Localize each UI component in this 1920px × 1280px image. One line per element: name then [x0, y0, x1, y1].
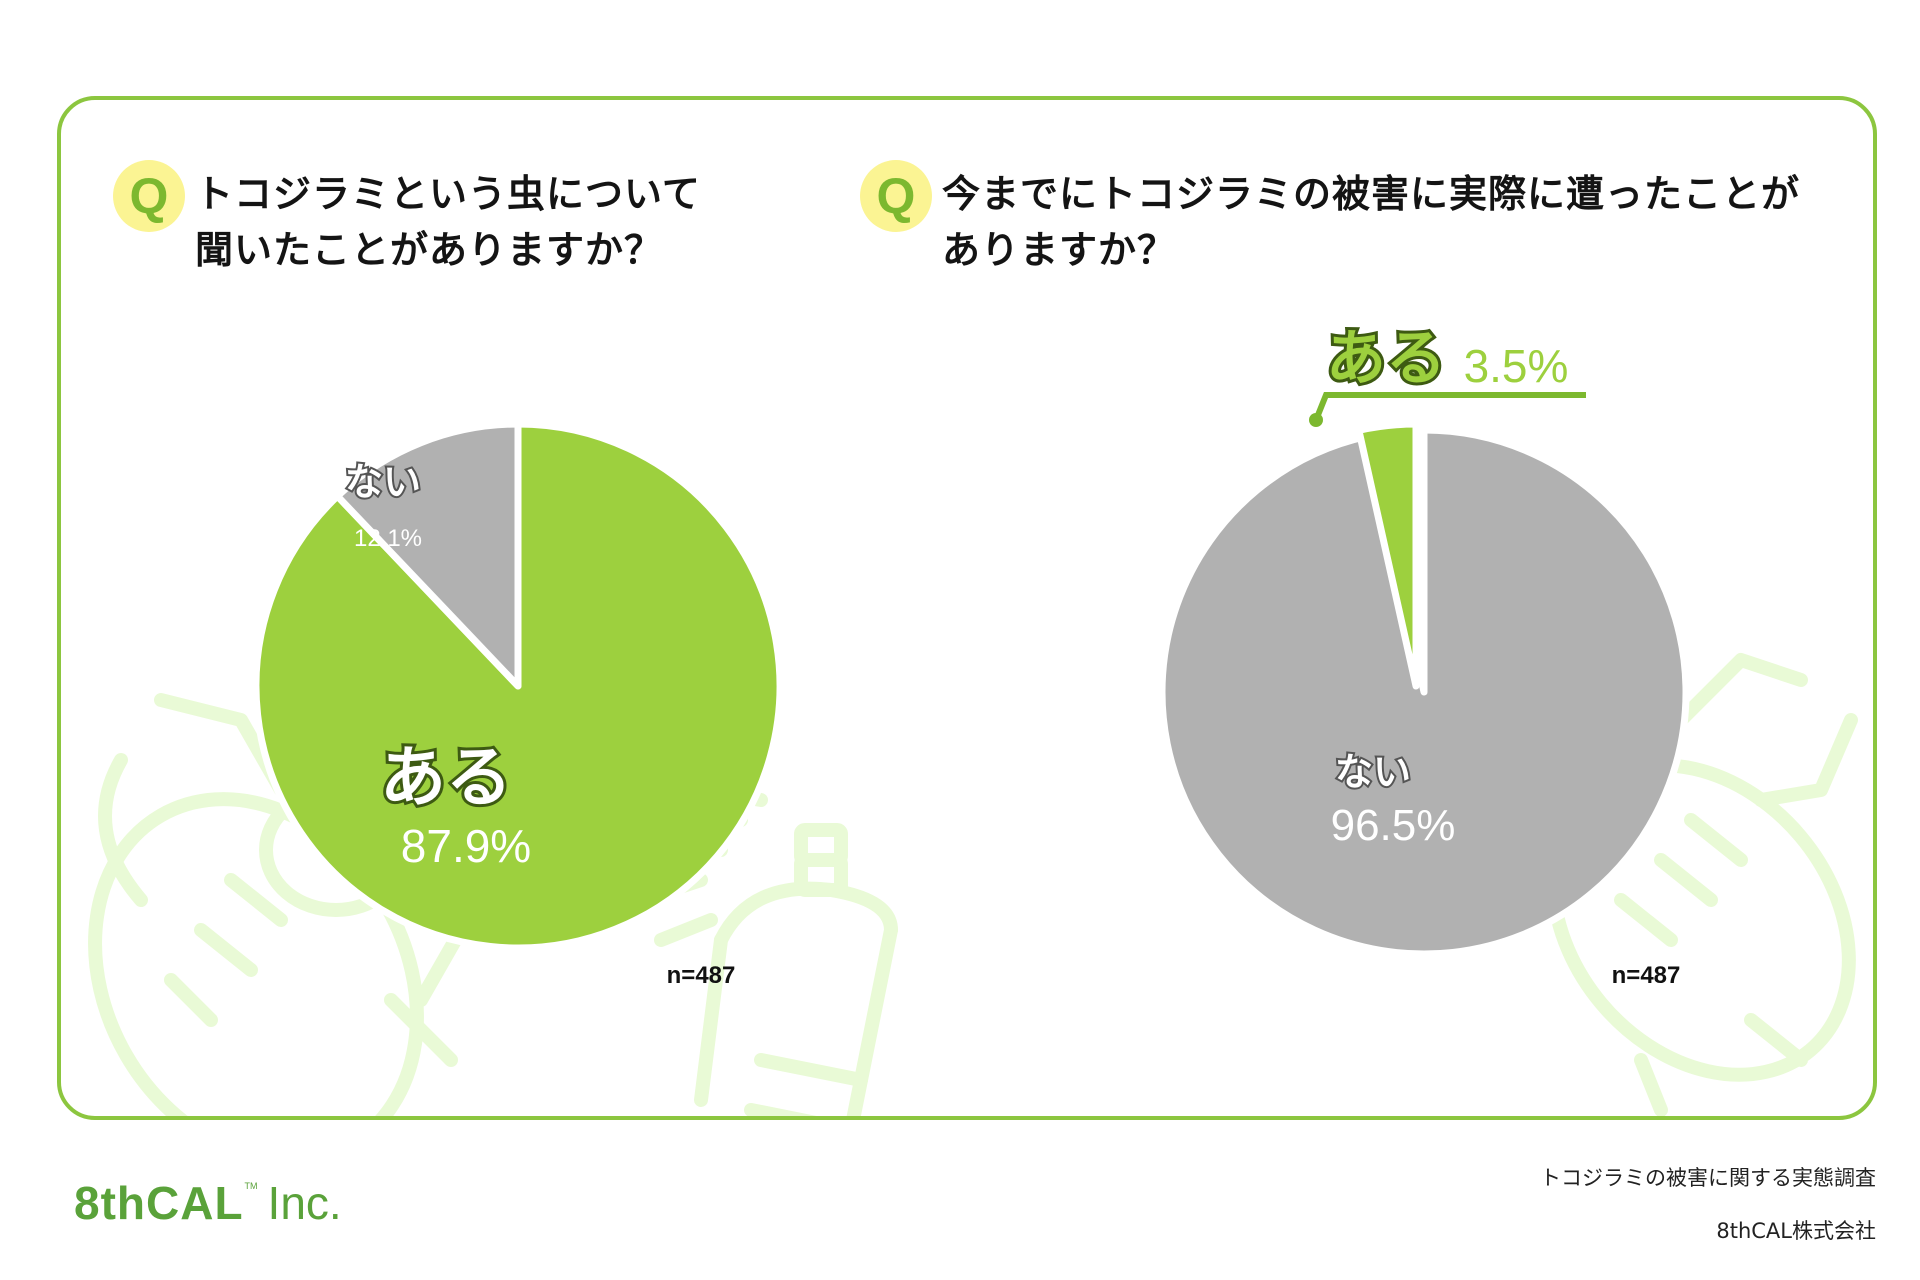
question-1-line-1: トコジラミという虫について: [195, 172, 701, 216]
logo-suffix: Inc.: [267, 1177, 342, 1229]
pie-1-label-nai: ない: [345, 460, 421, 504]
pie-chart-1: ある 87.9% ない 12.1% n=487: [252, 420, 784, 989]
pie-slice-nai: [333, 420, 522, 690]
pie-2-callout-line: [1313, 392, 1586, 422]
pie-2-value-nai: 96.5%: [1331, 801, 1456, 850]
company-logo: 8thCAL TM Inc.: [74, 1176, 342, 1236]
question-1-badge: Q: [113, 160, 185, 232]
question-2-line-2: ありますか？: [942, 228, 1177, 272]
pie-2-value-aru: 3.5%: [1464, 340, 1569, 392]
pie-slice-nai: [1158, 426, 1690, 958]
organization-name: 8thCAL株式会社: [1716, 1219, 1876, 1243]
pie-2-callout-dot: [1309, 413, 1323, 427]
pie-2-label-aru: ある: [1326, 324, 1446, 394]
pie-slice-aru: [1355, 420, 1420, 690]
question-2-line-1: 今までにトコジラミの被害に実際に遭ったことが: [942, 172, 1801, 216]
pie-2-sample-size: n=487: [1612, 962, 1681, 989]
pie-1-slices: [252, 420, 784, 952]
pie-1-sample-size: n=487: [667, 962, 736, 989]
logo-tm: TM: [244, 1181, 258, 1191]
survey-title: トコジラミの被害に関する実態調査: [1540, 1166, 1876, 1190]
pie-1-value-aru: 87.9%: [401, 820, 531, 872]
pie-2-label-nai: ない: [1335, 750, 1411, 794]
question-2-text: 今までにトコジラミの被害に実際に遭ったことが ありますか？: [942, 166, 1800, 278]
pie-2-slices: [1158, 420, 1690, 958]
question-1-line-2: 聞いたことがありますか？: [195, 228, 664, 272]
pie-1-label-aru: ある: [380, 739, 512, 816]
pie-1-value-nai: 12.1%: [354, 525, 422, 552]
pie-slice-aru: [252, 420, 784, 952]
survey-panel: Q トコジラミという虫について 聞いたことがありますか？ Q 今までにトコジラミ…: [57, 96, 1877, 1120]
logo-main: 8thCAL: [74, 1177, 244, 1229]
pie-chart-2: ある 3.5% ない 96.5% n=487: [1158, 321, 1690, 989]
question-2-badge: Q: [860, 160, 932, 232]
question-1-text: トコジラミという虫について 聞いたことがありますか？: [195, 166, 701, 278]
